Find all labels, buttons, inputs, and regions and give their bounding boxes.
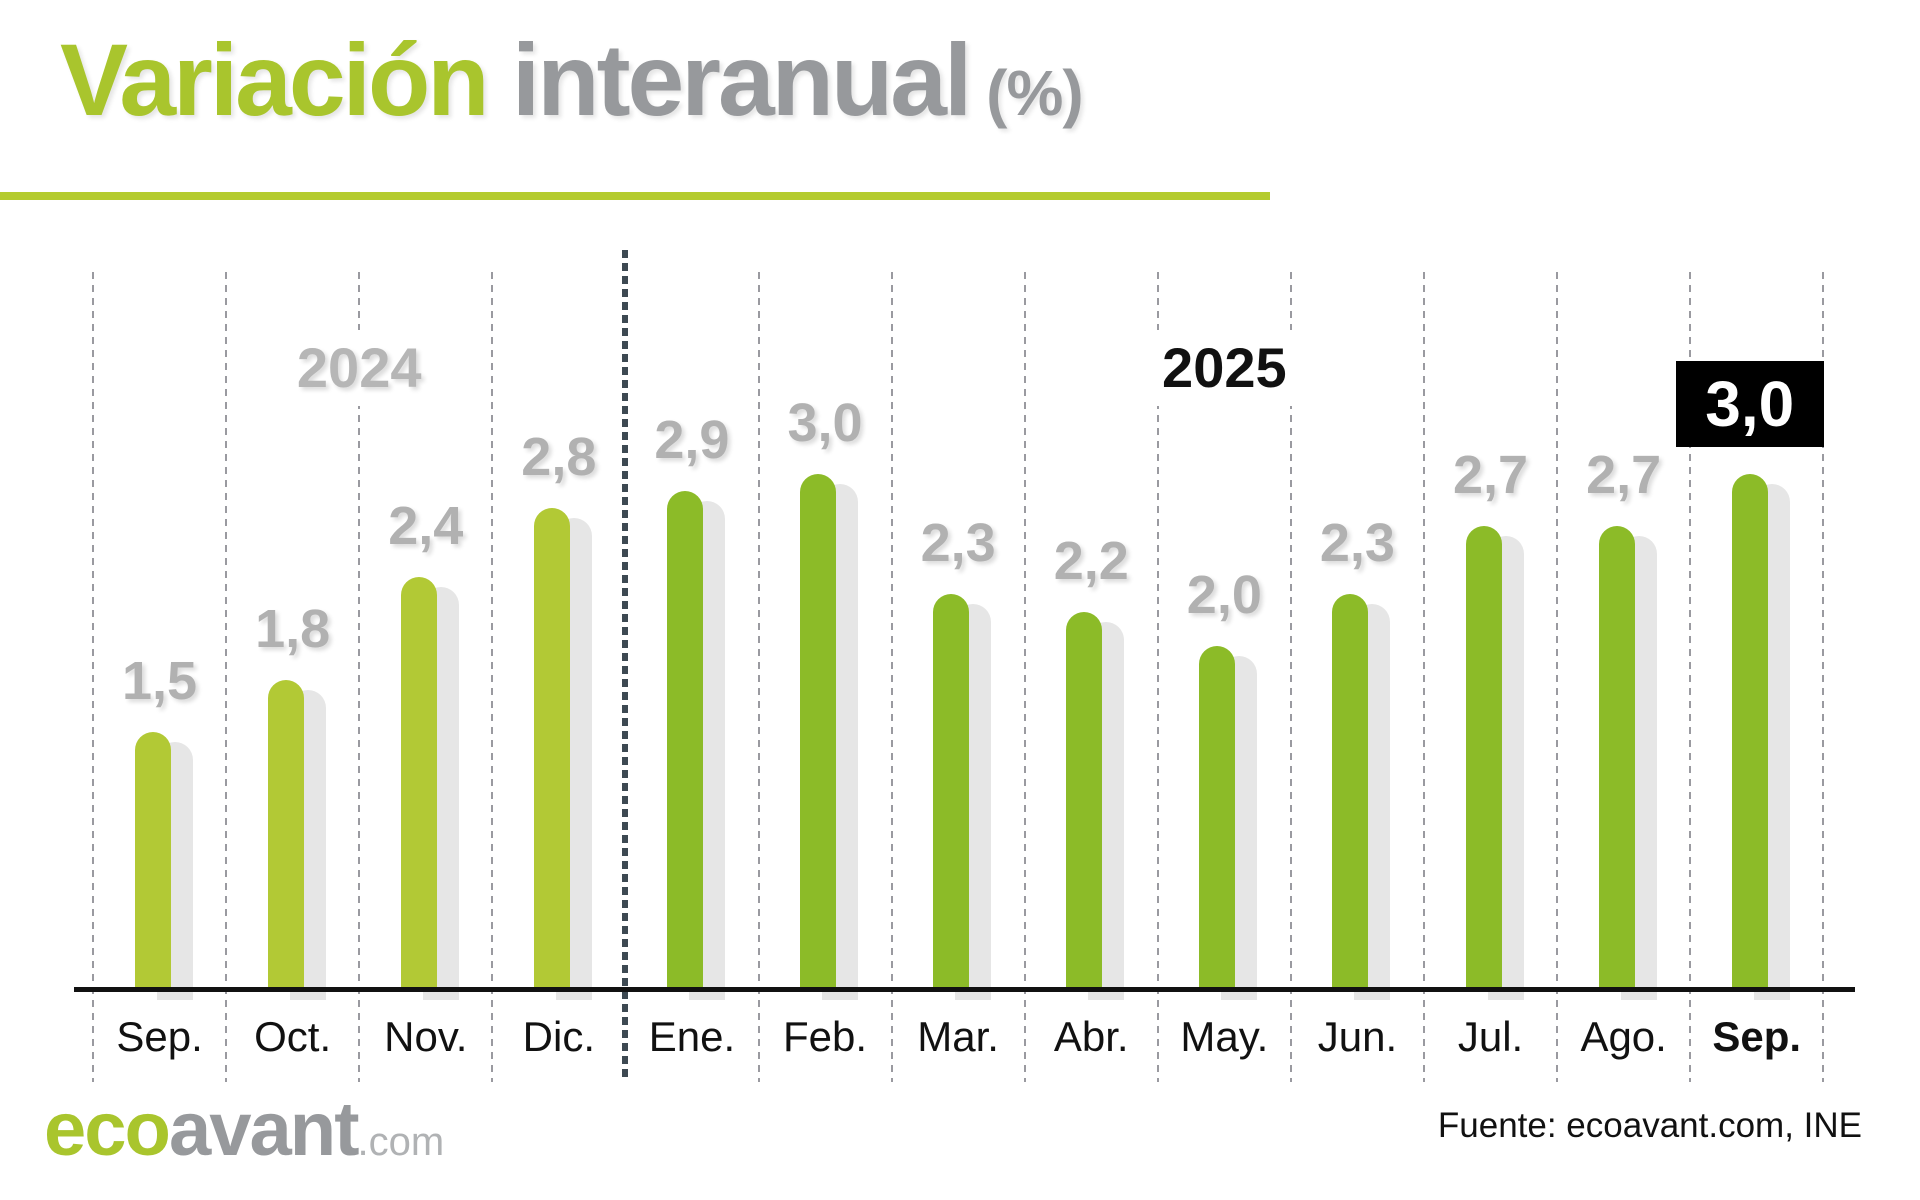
title-highlight: Variación bbox=[60, 23, 490, 137]
year-label-2025: 2025 bbox=[1154, 330, 1295, 406]
bar bbox=[933, 594, 970, 990]
bar bbox=[666, 491, 703, 990]
logo-avant: avant bbox=[168, 1087, 360, 1172]
x-axis-month-label: Mar. bbox=[917, 1013, 999, 1060]
bar-value-label: 2,0 bbox=[1186, 565, 1262, 625]
bar-value-label: 2,3 bbox=[920, 513, 996, 574]
title-rest-text: interanual bbox=[511, 23, 972, 137]
x-axis-month-label: Nov. bbox=[384, 1013, 468, 1060]
bar bbox=[1731, 474, 1768, 990]
column-separator-line bbox=[757, 272, 760, 1082]
column-separator-line bbox=[1423, 272, 1425, 1082]
x-axis-month-label: Ago. bbox=[1580, 1013, 1667, 1060]
bar bbox=[1066, 611, 1103, 990]
title-underline bbox=[0, 192, 1270, 200]
bar bbox=[267, 680, 304, 990]
bar-value-label: 1,8 bbox=[255, 599, 331, 660]
year-divider-line bbox=[622, 250, 629, 1082]
bar-value-label: 2,9 bbox=[654, 410, 730, 471]
x-axis-month-label: Abr. bbox=[1053, 1013, 1129, 1060]
x-axis-month-label: Oct. bbox=[254, 1013, 332, 1060]
column-separator-line bbox=[225, 272, 228, 1082]
bar-value-label: 2,2 bbox=[1053, 530, 1129, 591]
x-axis-month-label: Feb. bbox=[783, 1013, 868, 1060]
logo-tld: .com bbox=[357, 1120, 445, 1164]
bar bbox=[533, 508, 570, 990]
column-separator-line bbox=[358, 272, 361, 1082]
bar bbox=[134, 732, 171, 990]
highlighted-value-badge: 3,0 bbox=[1675, 361, 1824, 447]
bar bbox=[1332, 594, 1369, 990]
logo-eco: eco bbox=[44, 1087, 171, 1172]
x-axis-line bbox=[74, 987, 1855, 992]
x-axis-month-label: Dic. bbox=[522, 1013, 596, 1060]
bar-value-label: 1,5 bbox=[122, 651, 198, 711]
bar-value-label: 3,0 bbox=[787, 393, 863, 453]
column-separator-line bbox=[1156, 272, 1159, 1082]
ecoavant-logo: ecoavant.com bbox=[44, 1086, 444, 1173]
bar-value-label: 2,4 bbox=[388, 496, 464, 557]
x-axis-month-label: Ene. bbox=[648, 1013, 736, 1060]
bar-value-label: 2,3 bbox=[1319, 513, 1395, 574]
column-separator-line bbox=[92, 272, 94, 1082]
bar bbox=[400, 577, 437, 990]
column-separator-line bbox=[1023, 272, 1026, 1082]
bar bbox=[1598, 525, 1635, 990]
column-separator-line bbox=[1556, 272, 1559, 1082]
bar bbox=[800, 474, 837, 990]
x-axis-month-label: Jun. bbox=[1317, 1013, 1398, 1060]
year-label-2024: 2024 bbox=[288, 330, 430, 406]
bar-value-label: 2,8 bbox=[521, 427, 597, 488]
column-separator-line bbox=[1689, 272, 1692, 1082]
column-separator-line bbox=[890, 272, 893, 1082]
page-title: Variación interanual (%) bbox=[60, 22, 1084, 139]
x-axis-month-label: Jul. bbox=[1457, 1013, 1524, 1060]
x-axis-month-label: Sep. bbox=[1712, 1013, 1802, 1060]
source-credit: Fuente: ecoavant.com, INE bbox=[1437, 1106, 1862, 1145]
title-unit-text: (%) bbox=[986, 57, 1084, 129]
column-separator-line bbox=[1289, 272, 1292, 1082]
bar bbox=[1199, 646, 1236, 990]
x-axis-month-label: May. bbox=[1180, 1013, 1269, 1060]
column-separator-line bbox=[1822, 272, 1825, 1082]
bar bbox=[1465, 525, 1502, 990]
bar-value-label: 2,7 bbox=[1453, 444, 1529, 505]
column-separator-line bbox=[491, 272, 494, 1082]
x-axis-month-label: Sep. bbox=[116, 1013, 203, 1060]
bar-value-label: 2,7 bbox=[1586, 444, 1662, 505]
